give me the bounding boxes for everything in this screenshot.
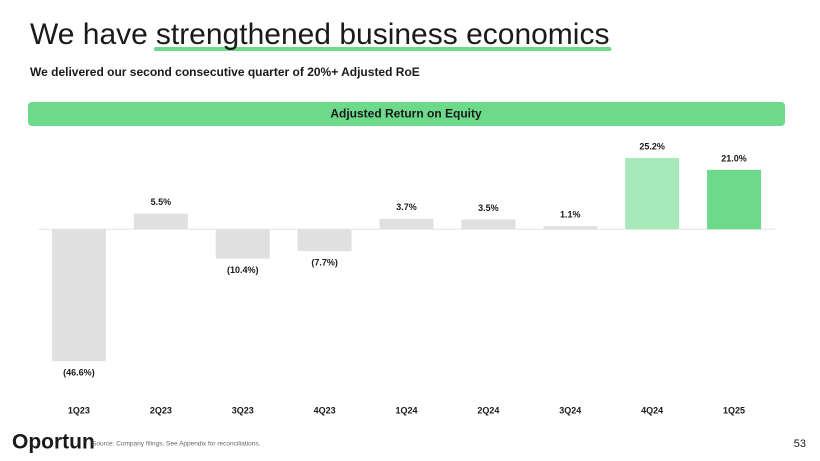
source-note: Source: Company filings. See Appendix fo… xyxy=(92,441,261,448)
chart-banner xyxy=(28,102,785,126)
value-label: (46.6%) xyxy=(63,368,95,378)
subtitle: We delivered our second consecutive quar… xyxy=(30,65,420,79)
x-tick-label: 2Q23 xyxy=(150,405,172,415)
x-tick-label: 4Q23 xyxy=(314,405,336,415)
bar xyxy=(379,218,434,230)
value-label: 1.1% xyxy=(560,210,581,220)
bar xyxy=(625,157,680,230)
value-label: 5.5% xyxy=(151,197,172,207)
x-tick-label: 3Q24 xyxy=(559,405,581,415)
logo: Oportun xyxy=(12,431,95,454)
value-label: 21.0% xyxy=(721,153,747,163)
value-label: 3.5% xyxy=(478,203,499,213)
title-lead: We have xyxy=(30,18,148,51)
x-tick-label: 1Q25 xyxy=(723,405,745,415)
bar xyxy=(461,219,516,230)
value-label: 3.7% xyxy=(396,202,417,212)
bar xyxy=(297,229,352,252)
value-label: (10.4%) xyxy=(227,265,259,275)
title-highlight: strengthened business economics xyxy=(156,18,610,51)
bar xyxy=(133,213,188,230)
bar xyxy=(707,169,762,230)
x-tick-label: 3Q23 xyxy=(232,405,254,415)
bar xyxy=(51,229,106,362)
value-label: (7.7%) xyxy=(311,257,338,267)
x-tick-label: 1Q23 xyxy=(68,405,90,415)
value-label: 25.2% xyxy=(639,141,665,151)
page-number: 53 xyxy=(794,438,806,450)
chart-title: Adjusted Return on Equity xyxy=(330,107,482,121)
bar xyxy=(215,229,270,259)
x-tick-label: 2Q24 xyxy=(477,405,499,415)
x-tick-label: 1Q24 xyxy=(395,405,417,415)
bar xyxy=(543,226,598,230)
title-underline xyxy=(153,47,612,51)
x-tick-label: 4Q24 xyxy=(641,405,663,415)
